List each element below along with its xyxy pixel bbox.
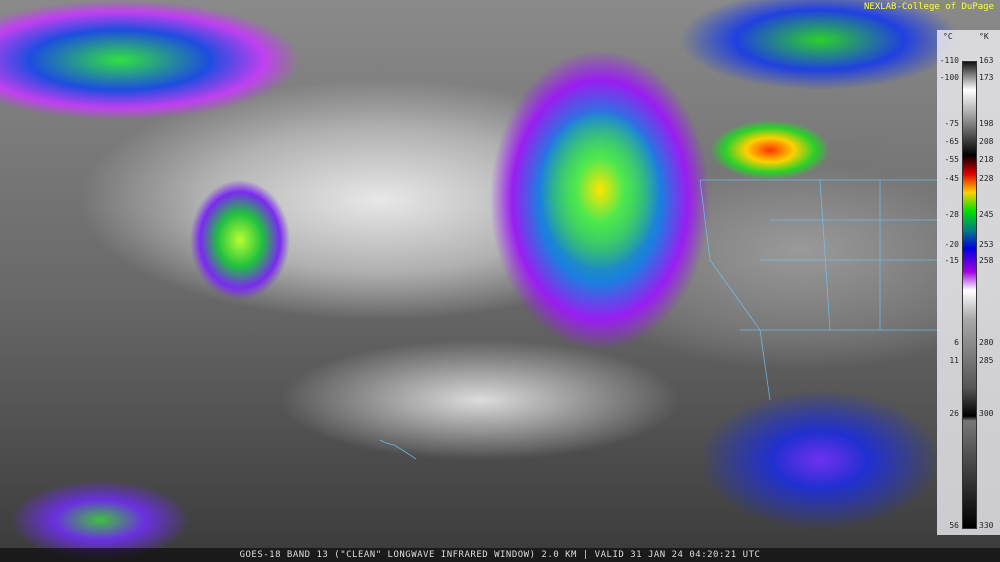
celsius-tick: 11: [949, 356, 959, 365]
celsius-tick: 6: [954, 338, 959, 347]
celsius-tick: -100: [939, 73, 959, 82]
temperature-legend: °C °K -110 163 -100 173 -75 198 -65 208 -55 218 -4…: [937, 30, 1000, 535]
kelvin-tick: 228: [979, 174, 994, 183]
celsius-tick: 26: [949, 409, 959, 418]
kelvin-tick: 208: [979, 137, 994, 146]
kelvin-unit: °K: [979, 32, 989, 41]
kelvin-tick: 245: [979, 210, 994, 219]
kelvin-tick: 163: [979, 56, 994, 65]
celsius-tick: -28: [944, 210, 959, 219]
kelvin-tick: 253: [979, 240, 994, 249]
kelvin-tick: 198: [979, 119, 994, 128]
colorbar: [962, 61, 977, 529]
kelvin-tick: 173: [979, 73, 994, 82]
kelvin-tick: 285: [979, 356, 994, 365]
credit-label: NEXLAB-College of DuPage: [863, 2, 994, 12]
kelvin-tick: 218: [979, 155, 994, 164]
celsius-tick: -55: [944, 155, 959, 164]
state-borders: [699, 179, 940, 401]
celsius-tick: -75: [944, 119, 959, 128]
kelvin-tick: 300: [979, 409, 994, 418]
celsius-tick: -20: [944, 240, 959, 249]
celsius-tick: -65: [944, 137, 959, 146]
celsius-unit: °C: [943, 32, 953, 41]
hawaii-outline: [379, 439, 417, 460]
kelvin-tick: 330: [979, 521, 994, 530]
kelvin-tick: 258: [979, 256, 994, 265]
celsius-tick: -45: [944, 174, 959, 183]
celsius-tick: 56: [949, 521, 959, 530]
kelvin-tick: 280: [979, 338, 994, 347]
image-caption: GOES-18 BAND 13 ("CLEAN" LONGWAVE INFRAR…: [0, 548, 1000, 562]
celsius-tick: -15: [944, 256, 959, 265]
celsius-tick: -110: [939, 56, 959, 65]
